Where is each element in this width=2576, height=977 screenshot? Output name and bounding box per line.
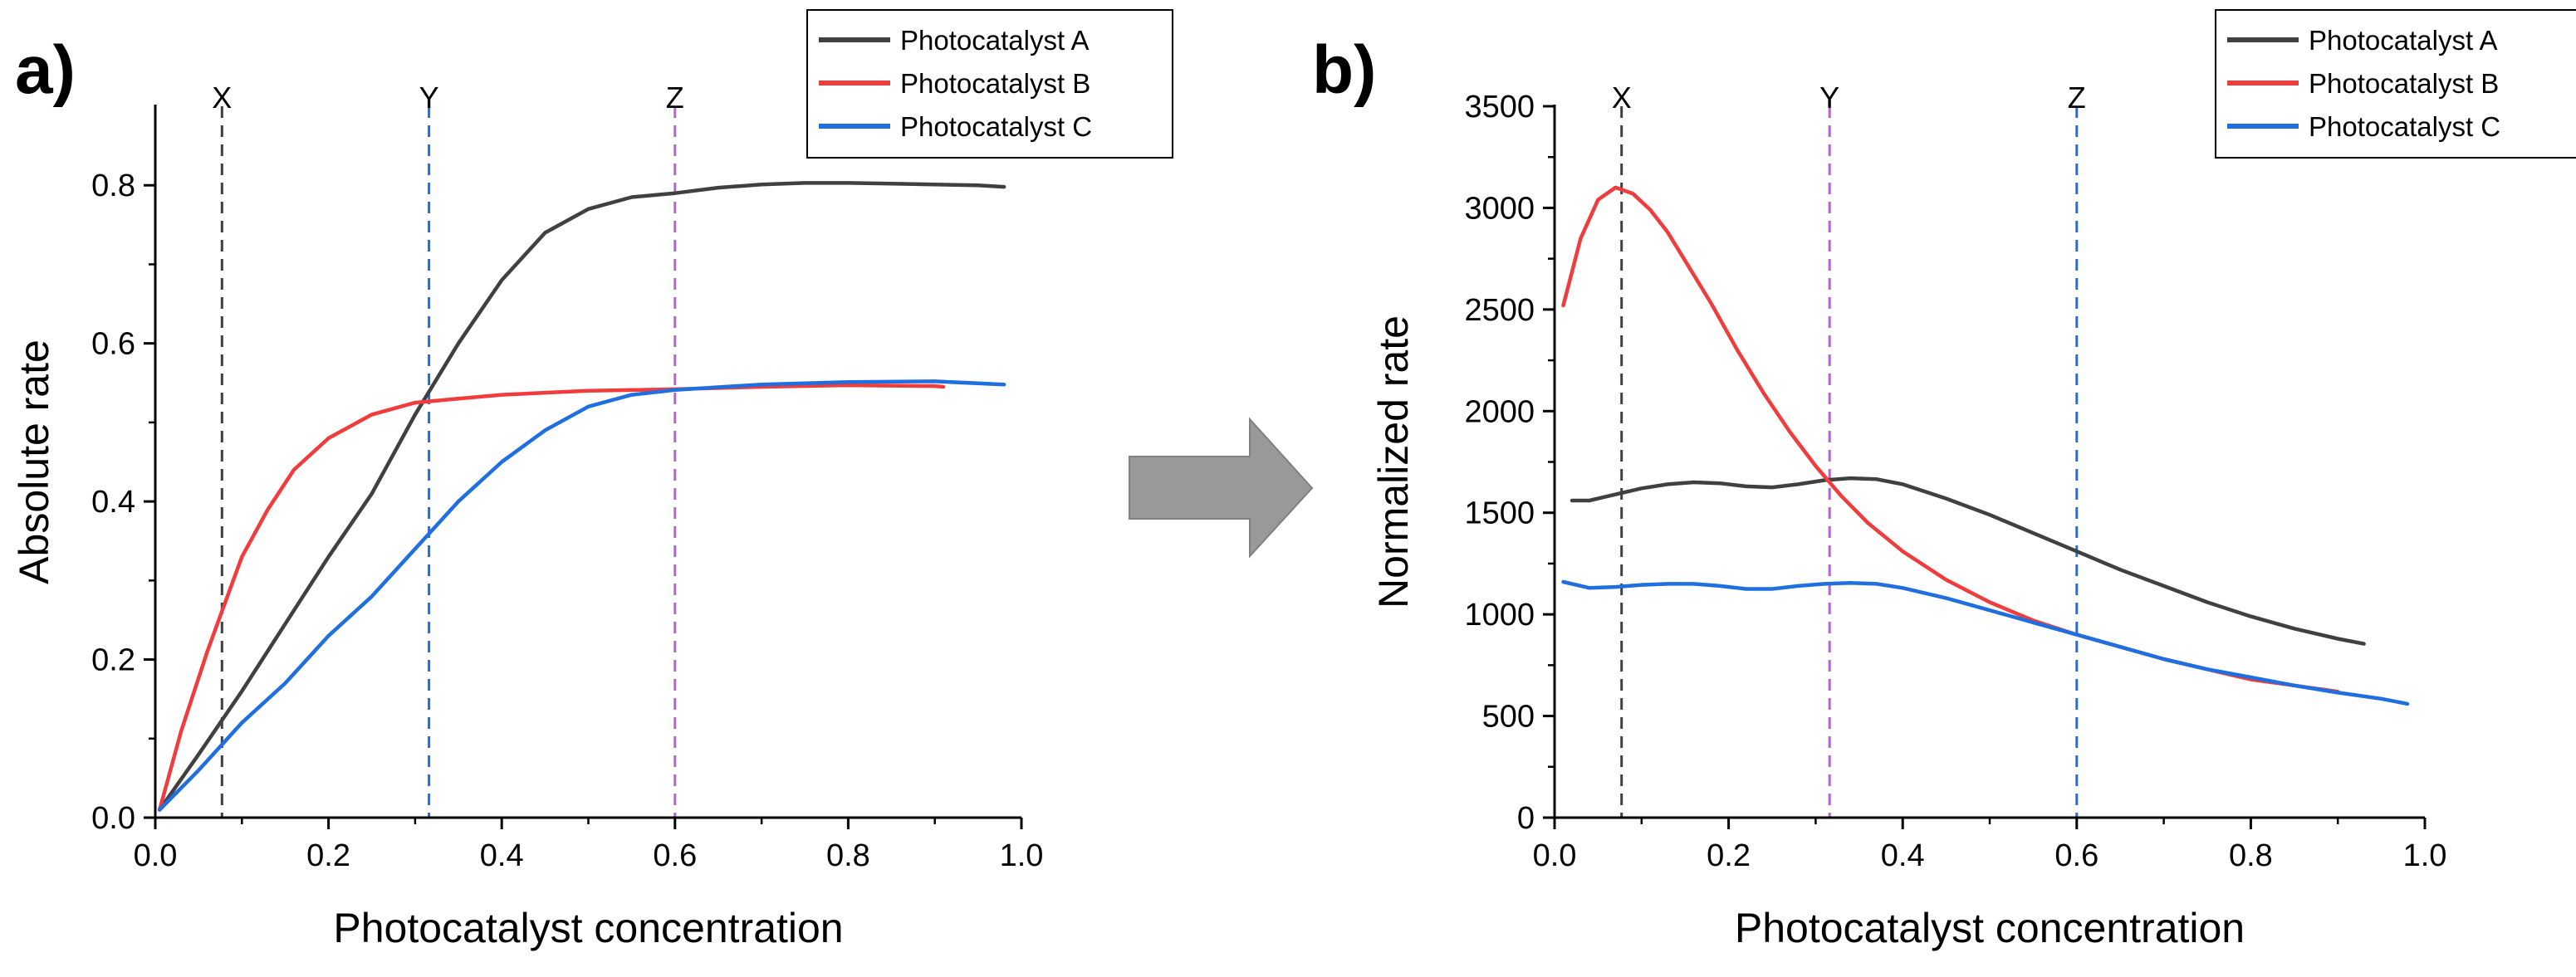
chart-a-y-tick-label: 0.4 — [91, 485, 135, 520]
chart-b-x-tick-label: 0.0 — [1533, 838, 1577, 873]
chart-a-x-axis-title: Photocatalyst concentration — [333, 905, 843, 951]
chart-b-y-tick-label: 3000 — [1464, 191, 1535, 226]
chart-b-vline-label-z: Z — [2068, 81, 2086, 115]
chart-a-x-tick-label: 0.8 — [826, 838, 870, 873]
chart-b-y-tick-label: 2500 — [1464, 293, 1535, 328]
chart-panel-a: X Y Z 0.0 0.2 0.4 0.6 0.8 0.0 0.2 0.4 0.6 0.8 1.0 Phot… — [11, 9, 1173, 951]
chart-a-legend-label-b: Photocatalyst B — [900, 68, 1090, 99]
chart-a-x-tick-label: 0.2 — [306, 838, 350, 873]
chart-a-y-tick-label: 0.6 — [91, 327, 135, 362]
chart-b-x-tick-label: 0.6 — [2054, 838, 2099, 873]
chart-b-x-tick-label: 0.8 — [2229, 838, 2273, 873]
chart-b-y-tick-label: 500 — [1482, 700, 1535, 735]
chart-a-y-tick-label: 0.8 — [91, 169, 135, 203]
chart-a-x-tick-label: 1.0 — [1000, 838, 1044, 873]
chart-b-x-tick-label: 0.2 — [1707, 838, 1751, 873]
chart-b-vline-label-x: X — [1612, 81, 1632, 115]
chart-b-y-tick-label: 1000 — [1464, 598, 1535, 633]
chart-b-legend: Photocatalyst A Photocatalyst B Photocatal… — [2215, 9, 2576, 159]
chart-b-y-tick-label: 3500 — [1464, 90, 1535, 125]
arrow-shape — [1129, 417, 1314, 559]
chart-a-legend-label-a: Photocatalyst A — [900, 25, 1089, 56]
chart-b-series-c-line — [1561, 579, 2410, 706]
chart-a-vline-label-z: Z — [666, 81, 684, 115]
chart-a-legend-label-c: Photocatalyst C — [900, 111, 1092, 142]
chart-b-panel-label: b) — [1312, 32, 1376, 108]
chart-b-x-tick-label: 1.0 — [2403, 838, 2447, 873]
chart-b-vline-label-y: Y — [1819, 81, 1839, 115]
chart-panel-b: X Y Z 0 500 1000 1500 2000 2500 3000 3500 0.0 0.2 0.4… — [1312, 9, 2576, 951]
chart-a-series-a-line — [157, 181, 1006, 812]
chart-b-y-axis-title: Normalized rate — [1370, 315, 1417, 608]
chart-b-y-tick-label: 1500 — [1464, 496, 1535, 531]
chart-b-x-axis-title: Photocatalyst concentration — [1735, 905, 2245, 951]
chart-a-y-tick-label: 0.0 — [91, 801, 135, 836]
chart-a-y-axis-title: Absolute rate — [11, 340, 57, 584]
chart-a-vline-label-x: X — [212, 81, 232, 115]
chart-b-x-tick-label: 0.4 — [1881, 838, 1925, 873]
chart-b-y-tick-label: 0 — [1517, 801, 1535, 836]
chart-b-series-b-line — [1561, 185, 2340, 694]
chart-b-y-tick-label: 2000 — [1464, 394, 1535, 429]
chart-a-vline-label-y: Y — [419, 81, 439, 115]
chart-a-legend: Photocatalyst A Photocatalyst B Photocatal… — [806, 9, 1173, 159]
chart-b-legend-label-a: Photocatalyst A — [2309, 25, 2497, 56]
chart-b-series-a-line — [1570, 476, 2366, 646]
chart-a-y-tick-label: 0.2 — [91, 643, 135, 678]
chart-b-legend-label-b: Photocatalyst B — [2309, 68, 2499, 99]
chart-a-x-tick-label: 0.0 — [134, 838, 178, 873]
right-arrow-icon — [1129, 417, 1314, 559]
chart-a-x-tick-label: 0.4 — [480, 838, 524, 873]
chart-a-x-tick-label: 0.6 — [653, 838, 697, 873]
chart-b-legend-label-c: Photocatalyst C — [2309, 111, 2500, 142]
chart-a-series-b-line — [157, 383, 946, 812]
chart-a-series-c-line — [157, 379, 1006, 812]
chart-a-panel-label: a) — [15, 32, 76, 108]
